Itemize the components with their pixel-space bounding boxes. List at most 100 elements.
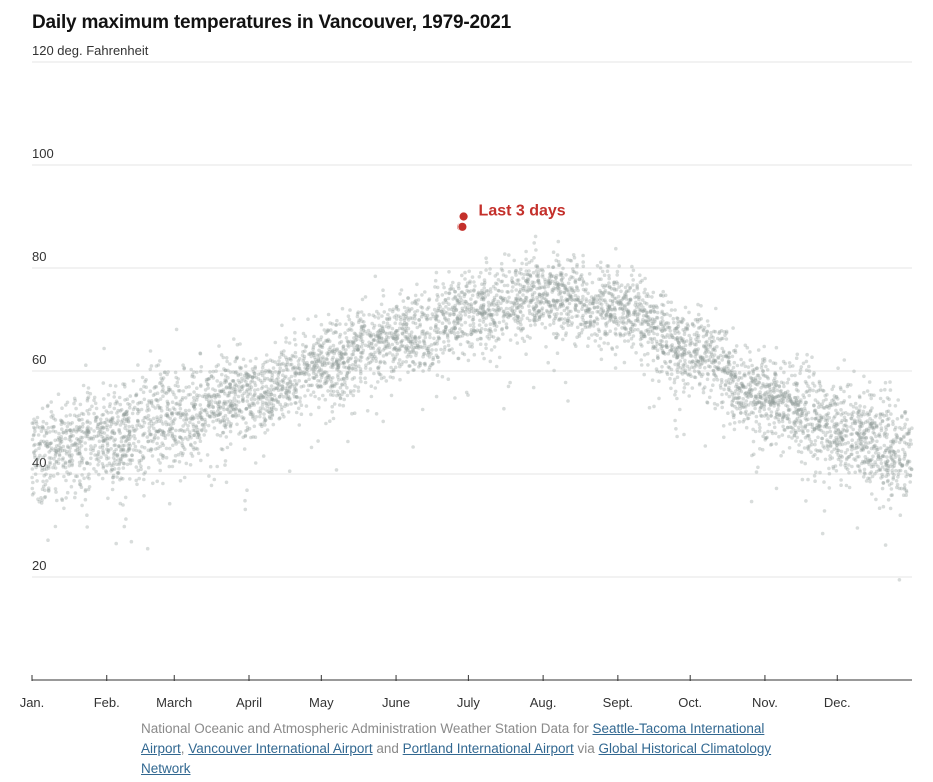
historical-dot [712, 372, 716, 377]
historical-dot [688, 372, 692, 377]
historical-dot [763, 396, 768, 401]
historical-dot [233, 390, 238, 394]
historical-dot [842, 358, 847, 362]
historical-dot [836, 411, 840, 416]
historical-dot [68, 471, 73, 476]
historical-dot [433, 285, 437, 289]
historical-dot [675, 329, 680, 334]
historical-dot [209, 399, 214, 403]
historical-dot [322, 328, 327, 332]
historical-dot [129, 434, 133, 439]
historical-dot [563, 380, 568, 385]
historical-dot [123, 423, 128, 428]
historical-dot [872, 444, 877, 449]
historical-dot [785, 399, 790, 403]
historical-dot [443, 327, 448, 332]
historical-dot [286, 410, 291, 414]
historical-dot [791, 402, 795, 407]
historical-dot [393, 321, 398, 326]
historical-dot [839, 483, 843, 488]
historical-dot [173, 417, 177, 421]
historical-dot [880, 474, 885, 479]
historical-dot [202, 394, 207, 399]
historical-dot [524, 257, 528, 262]
historical-dot [882, 450, 887, 455]
historical-dot [174, 402, 178, 406]
historical-dot [553, 303, 557, 308]
historical-dot [683, 305, 688, 310]
historical-dot [859, 447, 864, 451]
historical-dot [852, 419, 857, 424]
historical-dot [393, 346, 397, 351]
historical-dot [236, 394, 241, 399]
historical-dot [581, 279, 586, 284]
historical-dot [244, 421, 248, 425]
historical-dot [194, 446, 198, 451]
historical-dot [304, 344, 309, 349]
historical-dot [907, 429, 912, 434]
historical-dot [546, 281, 551, 285]
historical-dot [153, 447, 158, 451]
historical-dot [592, 319, 597, 323]
historical-dot [743, 373, 747, 378]
historical-dot [311, 351, 315, 355]
historical-dot [887, 416, 891, 421]
historical-dot [599, 296, 603, 300]
historical-dot [514, 296, 518, 301]
historical-dot [87, 476, 91, 481]
historical-dot [673, 331, 677, 336]
historical-dot [759, 413, 763, 418]
historical-dot [360, 297, 365, 302]
historical-dot [391, 368, 396, 372]
historical-dot [267, 402, 271, 407]
historical-dot [220, 372, 224, 377]
historical-dot [466, 290, 471, 294]
historical-dot [391, 375, 395, 380]
historical-dot [809, 450, 813, 455]
historical-dot [840, 430, 844, 435]
historical-dot [200, 417, 204, 422]
historical-dot [713, 348, 717, 353]
historical-dot [328, 321, 333, 325]
historical-dot [902, 486, 907, 490]
historical-dot [409, 339, 413, 344]
historical-dot [372, 371, 376, 376]
historical-dot [436, 336, 441, 341]
historical-dot [794, 439, 798, 443]
historical-dot [905, 463, 909, 467]
historical-dot [876, 455, 881, 460]
historical-dot [331, 393, 335, 398]
historical-dot [290, 353, 295, 358]
historical-dot [462, 294, 467, 299]
historical-dot [884, 468, 889, 473]
historical-dot [223, 368, 227, 373]
historical-dot [105, 427, 110, 432]
historical-dot [480, 295, 484, 300]
historical-dot [101, 381, 106, 385]
historical-dot [137, 461, 142, 465]
historical-dot [650, 340, 654, 345]
historical-dot [631, 334, 636, 338]
historical-dot [417, 340, 422, 344]
historical-dot [484, 316, 489, 320]
historical-dot [144, 378, 148, 382]
historical-dot [556, 286, 560, 290]
historical-dot [67, 428, 72, 433]
historical-dot [344, 348, 348, 352]
historical-dot [793, 429, 798, 433]
historical-dot [557, 263, 562, 267]
historical-dot [227, 393, 231, 398]
historical-dot [662, 312, 667, 317]
historical-dot [122, 443, 126, 448]
historical-dot [818, 384, 823, 388]
gridlines [32, 61, 912, 578]
historical-dot [566, 292, 571, 297]
historical-dot [785, 392, 789, 397]
historical-dot [432, 328, 437, 333]
historical-dot [820, 436, 824, 441]
historical-dot [287, 357, 291, 361]
historical-dot [104, 425, 108, 430]
historical-dot [612, 280, 616, 285]
historical-dot [390, 342, 395, 347]
historical-dot [622, 325, 627, 329]
